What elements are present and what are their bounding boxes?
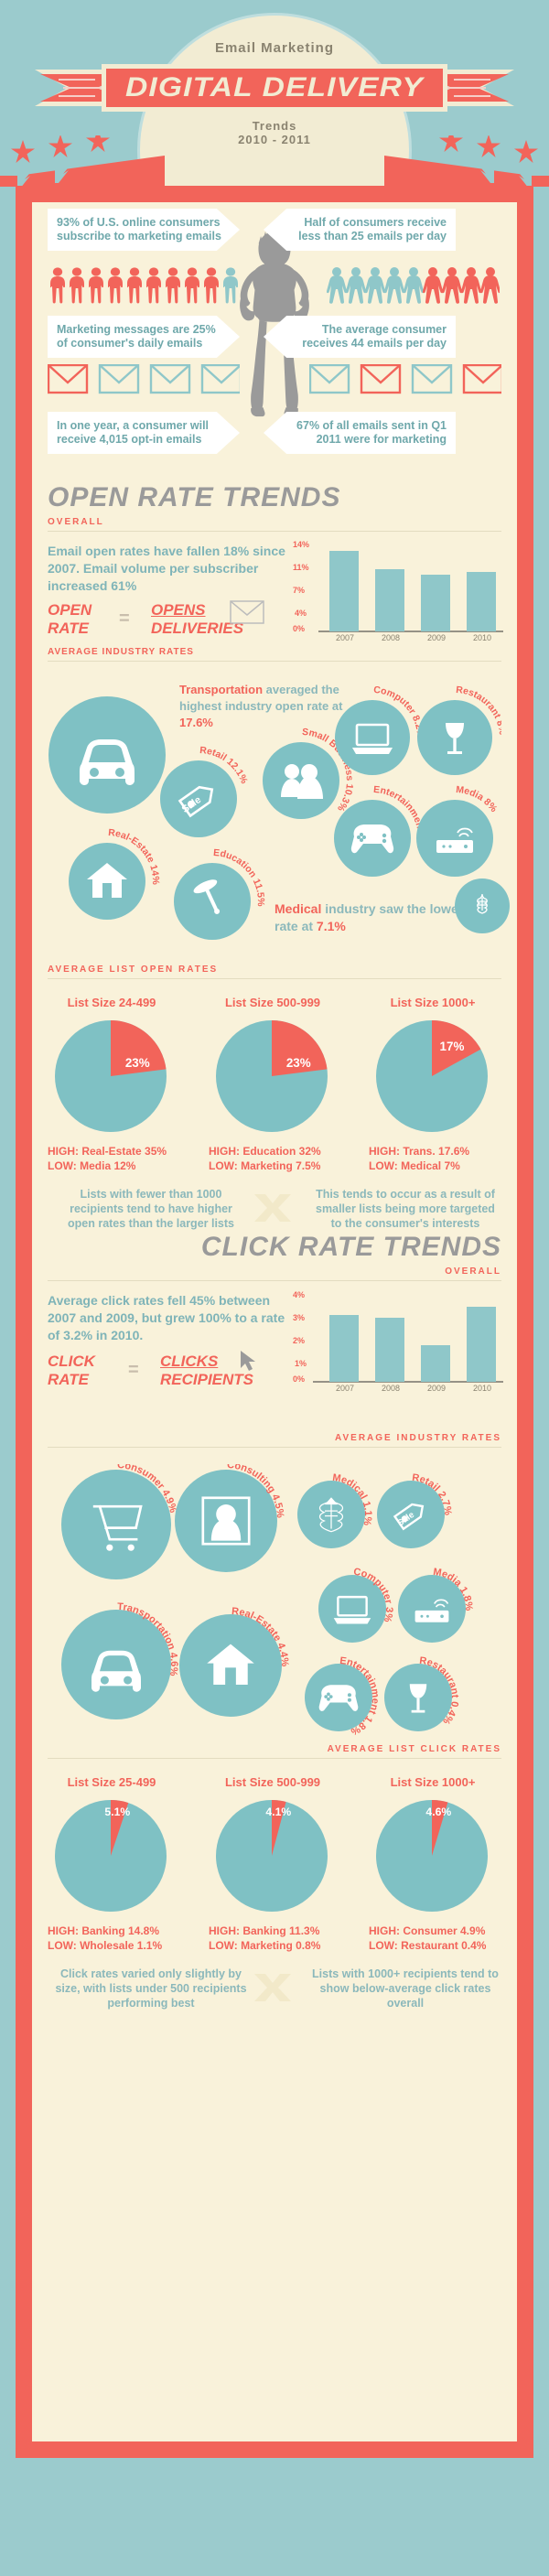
svg-text:2009: 2009 [427, 633, 446, 641]
svg-text:4%: 4% [293, 1290, 305, 1299]
svg-text:2008: 2008 [382, 1384, 400, 1391]
svg-text:2010: 2010 [473, 1384, 491, 1391]
svg-text:17%: 17% [440, 1040, 465, 1053]
svg-text:14%: 14% [293, 540, 309, 549]
svg-text:23%: 23% [125, 1056, 150, 1070]
svg-text:1%: 1% [295, 1359, 307, 1368]
svg-text:2010: 2010 [473, 633, 491, 641]
svg-text:5.1%: 5.1% [104, 1805, 130, 1818]
svg-text:4.6%: 4.6% [425, 1805, 451, 1818]
svg-text:4.1%: 4.1% [265, 1805, 291, 1818]
svg-text:2009: 2009 [427, 1384, 446, 1391]
svg-text:7%: 7% [293, 586, 305, 595]
svg-text:2%: 2% [293, 1336, 305, 1345]
svg-text:3%: 3% [293, 1313, 305, 1322]
svg-text:23%: 23% [286, 1056, 311, 1070]
svg-text:0%: 0% [293, 1374, 305, 1384]
svg-text:4%: 4% [295, 609, 307, 618]
svg-text:2007: 2007 [336, 633, 354, 641]
svg-text:11%: 11% [293, 563, 309, 572]
svg-text:DIGITAL DELIVERY: DIGITAL DELIVERY [125, 71, 425, 102]
svg-text:2007: 2007 [336, 1384, 354, 1391]
svg-text:2008: 2008 [382, 633, 400, 641]
svg-text:0%: 0% [293, 624, 305, 633]
